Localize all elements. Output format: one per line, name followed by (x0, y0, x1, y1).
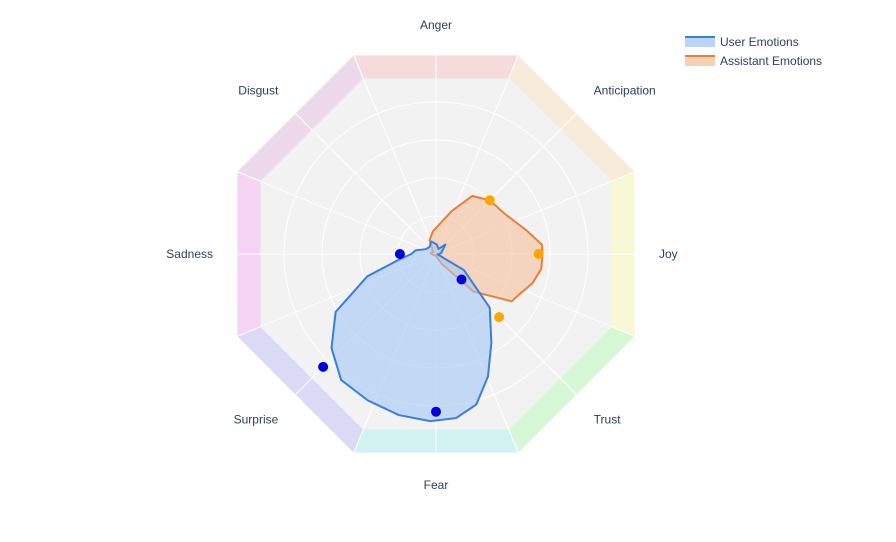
legend-label: User Emotions (720, 35, 799, 49)
grid-spoke (283, 101, 437, 255)
axis-labels: Joy Trust Fear Surprise Sadness Disgust Anger A… (166, 18, 677, 492)
series-layer (330, 194, 544, 423)
axis-label-joy: Joy (659, 247, 678, 261)
marker-assistant-emotions-anticipation[interactable] (484, 195, 495, 206)
legend-item-assistant-emotions[interactable]: Assistant Emotions (685, 54, 822, 68)
grid-spoke-minor (353, 55, 437, 255)
legend[interactable]: User Emotions Assistant Emotions (685, 35, 822, 68)
axis-label-anticipation: Anticipation (594, 83, 656, 97)
axis-label-anger: Anger (420, 18, 452, 32)
marker-user-emotions-surprise[interactable] (318, 361, 329, 372)
marker-assistant-emotions-joy[interactable] (533, 249, 544, 259)
legend-swatch (685, 56, 715, 66)
marker-user-emotions-trust[interactable] (456, 274, 467, 285)
legend-swatch (685, 37, 715, 47)
markers-layer (318, 195, 544, 417)
axis-label-fear: Fear (424, 478, 449, 492)
series-area-user-emotions (330, 240, 493, 423)
legend-label: Assistant Emotions (720, 54, 822, 68)
axis-label-disgust: Disgust (238, 83, 279, 97)
marker-user-emotions-sadness[interactable] (394, 249, 405, 259)
axis-label-sadness: Sadness (166, 247, 213, 261)
axis-label-surprise: Surprise (234, 413, 279, 427)
marker-assistant-emotions-trust[interactable] (494, 312, 505, 323)
grid-spoke-minor (237, 171, 437, 255)
axis-label-trust: Trust (594, 413, 622, 427)
legend-item-user-emotions[interactable]: User Emotions (685, 35, 799, 49)
marker-user-emotions-fear[interactable] (431, 406, 441, 417)
